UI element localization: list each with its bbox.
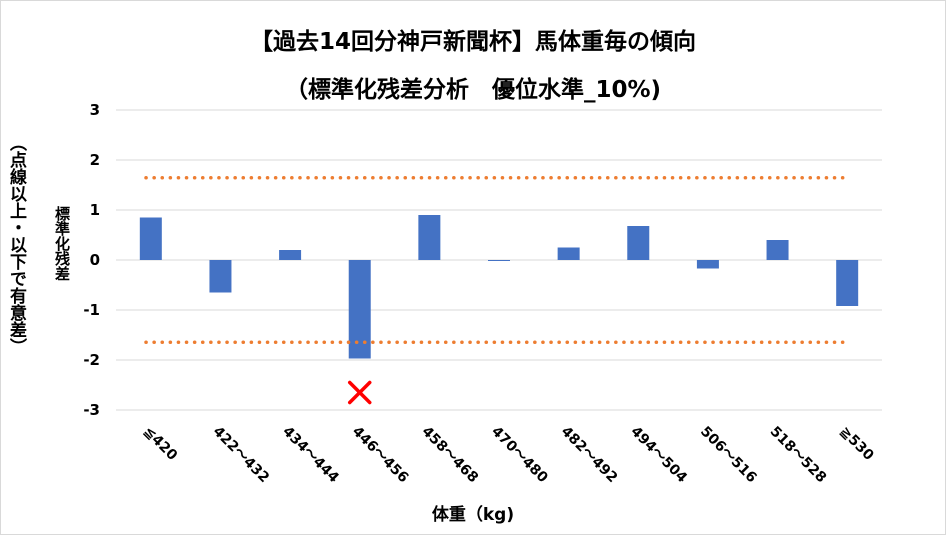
bar bbox=[348, 260, 371, 359]
x-tick-label: ≧530 bbox=[836, 424, 876, 464]
x-tick-label: 434～444 bbox=[279, 424, 342, 487]
bar bbox=[557, 247, 580, 260]
bar bbox=[139, 217, 162, 260]
y-axis-label-outer: （点線以上・以下で有意差） bbox=[6, 134, 26, 355]
bar bbox=[627, 226, 650, 260]
bar bbox=[836, 260, 859, 306]
chart-title: 【過去14回分神戸新聞杯】馬体重毎の傾向 bbox=[249, 29, 696, 55]
x-tick-label: 506～516 bbox=[697, 424, 760, 487]
y-tick-label: -2 bbox=[83, 351, 100, 369]
x-tick-label: 470～480 bbox=[488, 424, 551, 487]
y-axis-label: 標準化残差 bbox=[53, 206, 71, 281]
bar bbox=[696, 260, 719, 269]
x-tick-label: 458～468 bbox=[419, 424, 482, 487]
x-tick-label: 518～528 bbox=[767, 424, 830, 487]
chart-subtitle: （標準化残差分析 優位水準_10%) bbox=[284, 77, 662, 103]
x-tick-label: 494～504 bbox=[627, 424, 690, 487]
x-tick-label: ≦420 bbox=[140, 424, 180, 464]
y-tick-label: -3 bbox=[83, 401, 100, 419]
bar bbox=[488, 260, 510, 261]
bar bbox=[279, 250, 302, 260]
significance-marker bbox=[347, 380, 372, 405]
bar bbox=[418, 215, 441, 260]
bar bbox=[209, 260, 232, 293]
x-tick-label: 446～456 bbox=[349, 424, 412, 487]
y-tick-label: 3 bbox=[90, 101, 100, 119]
x-axis-label: 体重（kg) bbox=[431, 505, 515, 525]
y-tick-label: 0 bbox=[90, 251, 100, 269]
x-tick-label: 482～492 bbox=[558, 424, 621, 487]
y-tick-label: 1 bbox=[90, 201, 100, 219]
y-tick-label: 2 bbox=[90, 151, 100, 169]
y-tick-label: -1 bbox=[83, 301, 100, 319]
bar bbox=[766, 240, 789, 260]
x-tick-label: 422～432 bbox=[210, 424, 273, 487]
